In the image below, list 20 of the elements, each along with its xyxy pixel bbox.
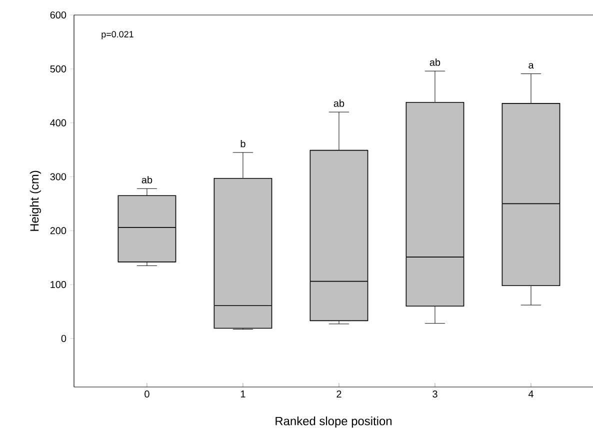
x-tick-label: 0 [144, 390, 150, 398]
annotation: ab [334, 100, 344, 107]
annotation: ab [430, 58, 440, 66]
y-tick-label: 500 [50, 65, 66, 72]
x-tick-label: 4 [528, 390, 534, 398]
y-tick-label: 100 [50, 281, 66, 288]
annotation: a [528, 63, 534, 69]
y-tick-label: 200 [50, 227, 66, 234]
y-tick-label: 300 [50, 173, 66, 180]
x-tick-label: 2 [336, 390, 342, 398]
annotation: b [240, 140, 246, 148]
y-tick-label: 0 [61, 334, 66, 342]
x-tick-label: 1 [240, 390, 246, 398]
y-tick-label: 400 [50, 119, 66, 126]
x-axis-title: Ranked slope position [276, 416, 392, 428]
y-axis-title: Height (cm) [30, 170, 42, 231]
annotation: ab [142, 176, 152, 184]
y-tick-label: 600 [50, 11, 66, 19]
x-tick-label: 3 [432, 390, 438, 398]
annotation: p=0.021 [102, 31, 134, 40]
